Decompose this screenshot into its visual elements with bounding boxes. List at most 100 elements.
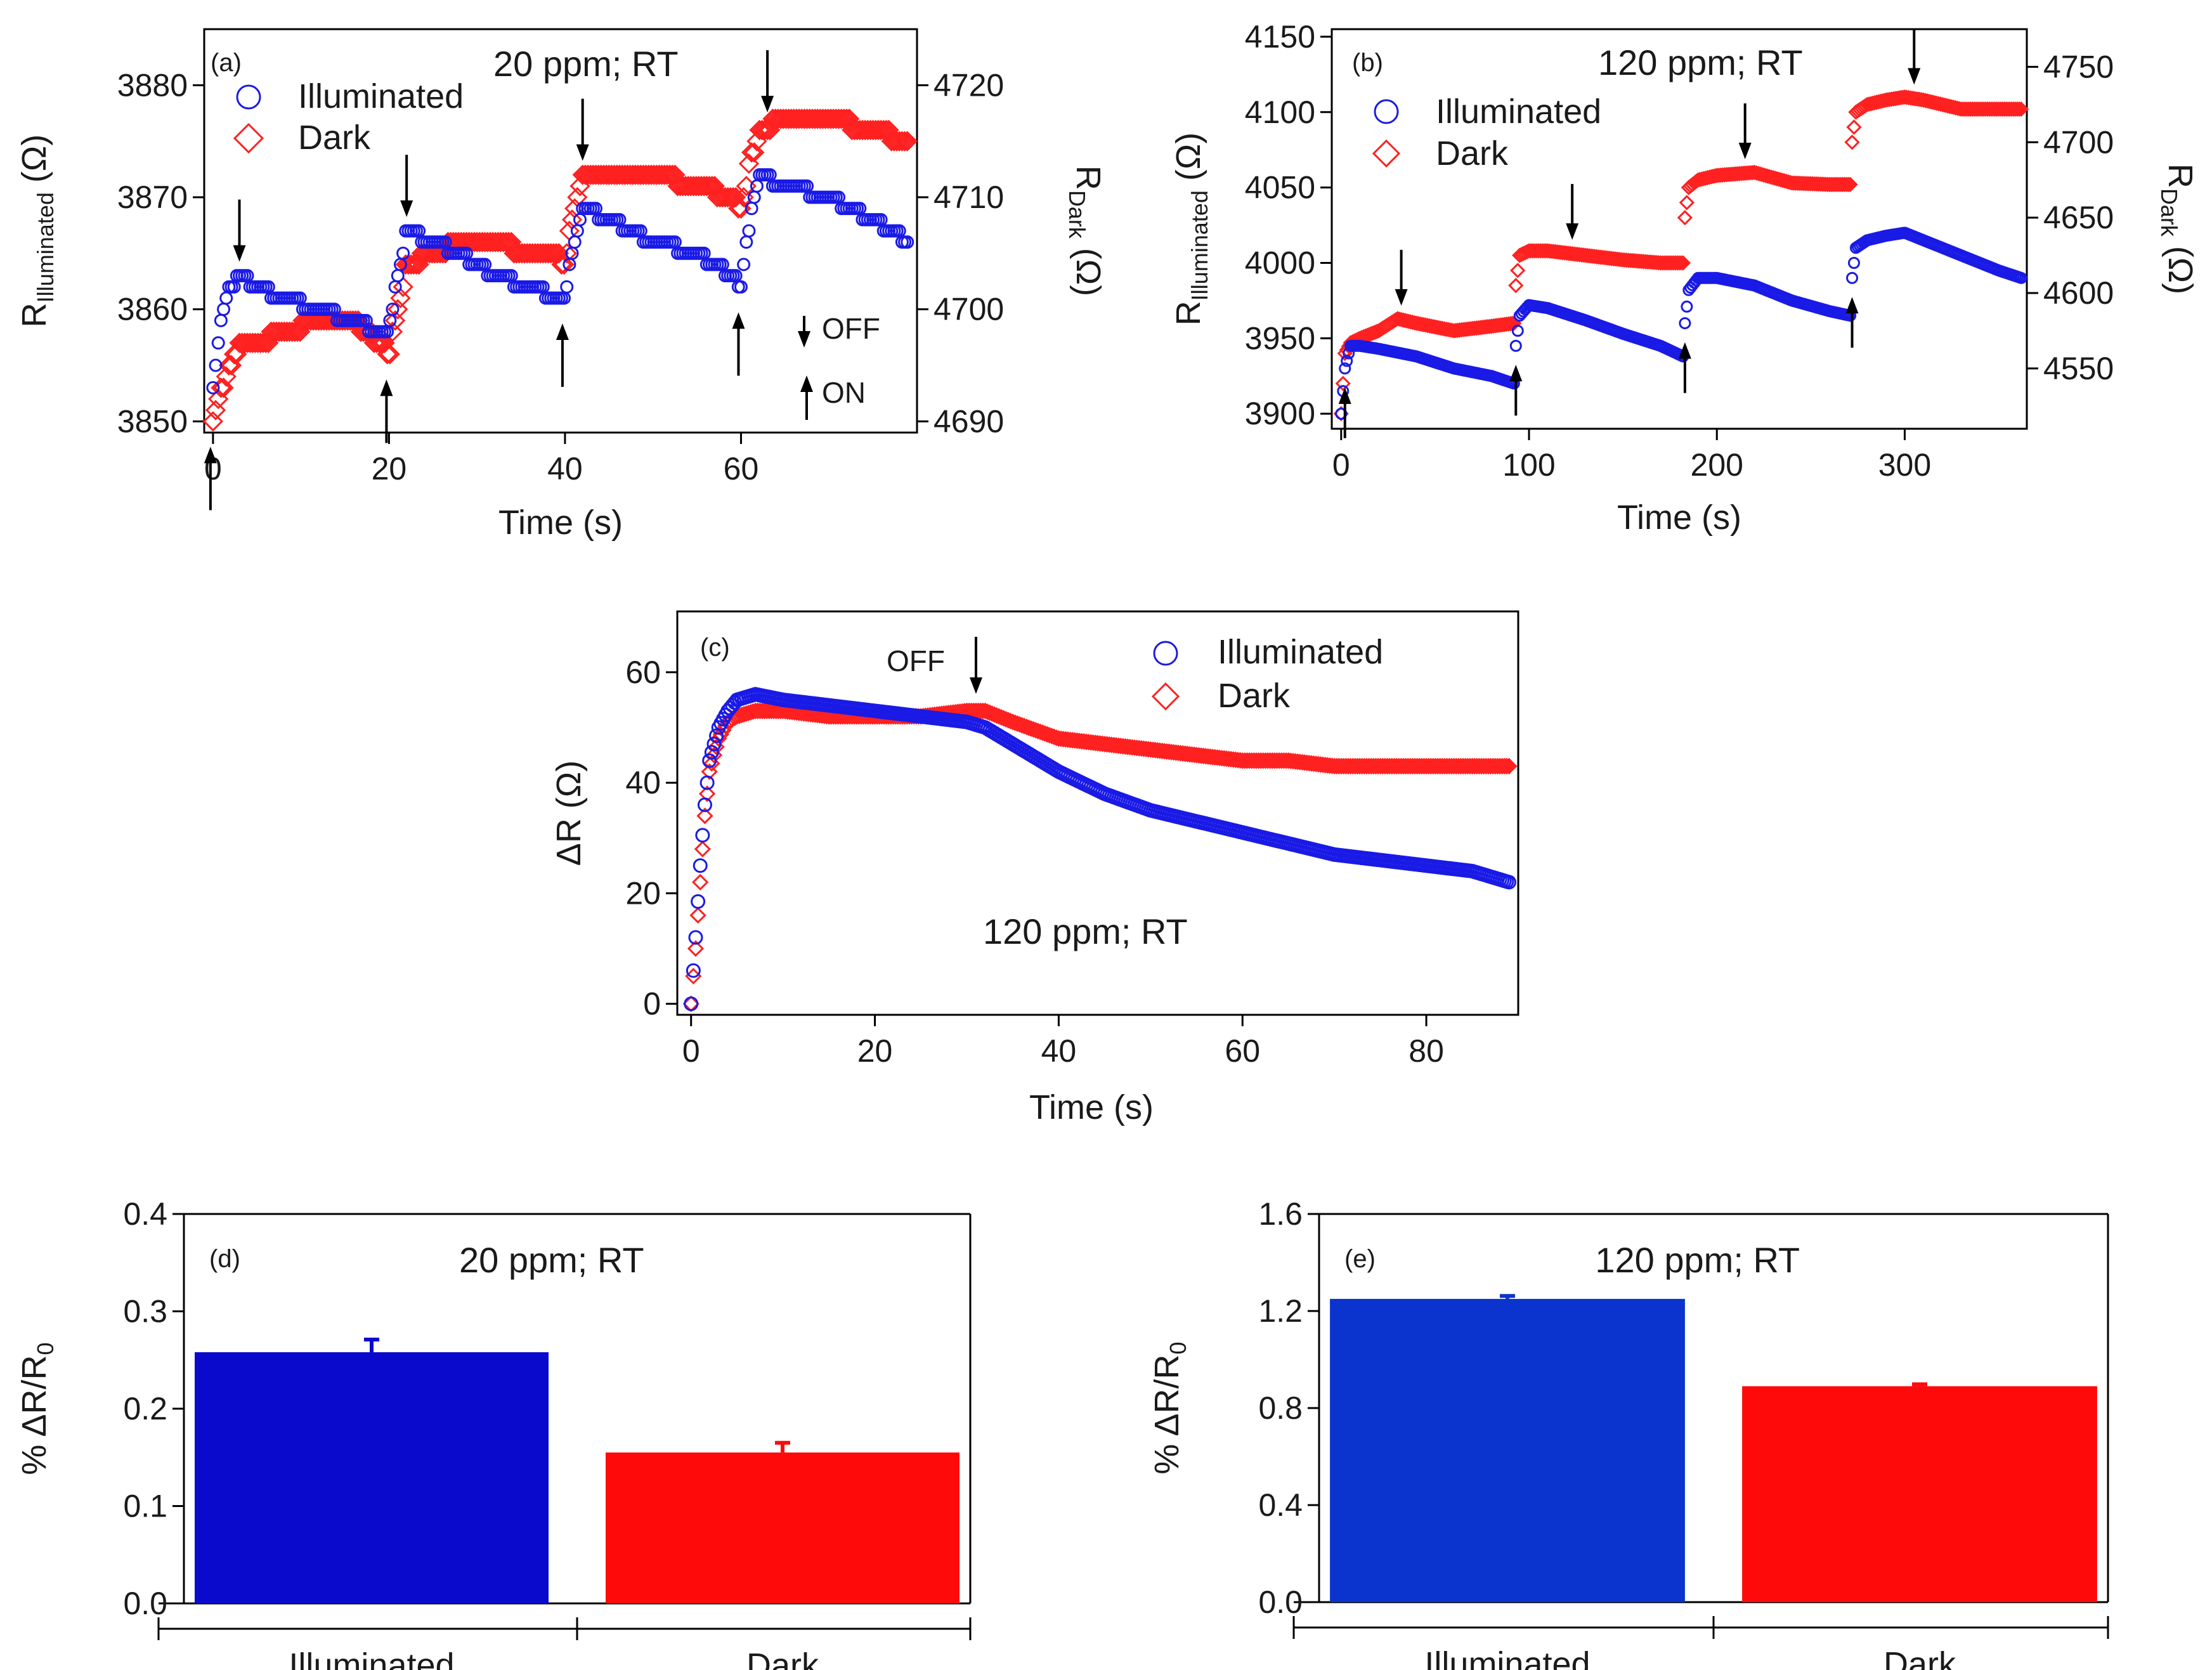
chart-d-ytick-label: 0.0 [123,1586,167,1621]
chart-a-ytick-label: 3870 [117,179,188,215]
chart-d-condition-label: 20 ppm; RT [459,1240,644,1280]
chart-a-illuminated-point [391,269,405,283]
chart-a-dark-point [205,400,226,421]
chart-b-illuminated-point [1339,362,1351,375]
chart-b-on-arrow-2 [1678,342,1691,393]
chart-b-legend-marker-illuminated [1374,99,1399,124]
chart-a-on-legend-arrow [800,375,813,420]
chart-a-dark-point [873,119,894,141]
chart-a-dark-point [366,332,387,353]
chart-c-off-arrow-head [969,677,982,694]
chart-b-off-arrow-3-head [1908,68,1921,85]
chart-a-dark-point [403,254,424,275]
chart-a-illuminated-point [214,313,228,327]
chart-b-ytick-right-label: 4600 [2043,275,2114,311]
chart-a-off-arrow-3 [761,50,774,113]
chart-a-dark-point [556,243,577,264]
chart-b-illuminated-point [1847,256,1860,269]
chart-b-ylabel-left: RIlluminated (Ω) [1169,133,1213,325]
chart-a-dark-point [495,232,517,252]
chart-a-illuminated-point [560,280,574,294]
chart-c-xtick-label: 60 [1225,1033,1260,1069]
chart-b-legend-dark: Dark [1436,134,1509,173]
chart-a-on-arrow-0 [204,447,217,511]
chart-a-illuminated-point [568,235,582,249]
chart-b-on-arrow-2-head [1678,342,1691,359]
chart-a-illuminated-point [211,336,225,350]
chart-a-off-label: OFF [822,312,880,345]
chart-b-dark-point [1677,210,1693,226]
chart-a-dark-point [831,108,852,129]
chart-c-dark-point [1498,757,1516,775]
chart-e-category-label: Illuminated [1424,1645,1590,1670]
chart-a-illuminated-point [734,280,748,294]
chart-a-on-arrow-2-head [556,323,569,340]
chart-e-ylabel: % ΔR/R0 [1148,1341,1191,1474]
chart-c-dark-point [1493,757,1511,775]
chart-a-ylabel-right: RDark (Ω) [1064,166,1107,296]
chart-a-ylabel-left: RIlluminated (Ω) [15,134,58,327]
chart-b-legend-marker-dark [1372,139,1401,168]
chart-c-illuminated-point [686,963,701,978]
chart-a-illuminated-point [750,179,764,193]
chart-a-off-arrow-1-head [400,200,413,217]
chart-a-illuminated-point [219,291,233,305]
chart-a-dark-point [696,176,717,197]
chart-b-panel-label: (b) [1352,49,1383,77]
chart-b-dark-point [1502,316,1518,332]
chart-b-off-arrow-0-head [1395,289,1408,306]
chart-b-dark-point [1838,176,1854,192]
chart-a-dark-point [384,310,406,331]
chart-a-off-legend-arrow [798,316,810,348]
chart-a-ytick-right-label: 4700 [934,292,1004,327]
chart-a-off-arrow-3-head [761,96,774,113]
chart-e-bar-dark [1742,1386,2097,1602]
chart-c-illuminated-point [684,996,699,1012]
chart-a-dark-point [870,119,892,141]
chart-c-dark-point [972,702,989,719]
chart-d-category-label: Illuminated [289,1647,454,1670]
chart-a-ytick-right-label: 4690 [934,403,1004,439]
chart-b-on-arrow-3-head [1845,297,1859,314]
chart-c-off-label: OFF [887,644,945,677]
chart-a-ytick-label: 3850 [117,403,188,439]
chart-b-dark-point [2010,101,2026,117]
chart-a-dark-point [543,243,564,264]
chart-b-xlabel: Time (s) [1617,499,1741,537]
chart-b-on-arrow-0 [1338,387,1351,438]
chart-b-off-arrow-1 [1566,184,1579,240]
chart-c-off-arrow [969,637,982,694]
chart-b-off-arrow-3 [1908,29,1921,85]
chart-c-xtick-label: 40 [1041,1033,1077,1069]
chart-b-illuminated-point [1846,271,1859,284]
chart-b-ytick-label: 4050 [1245,170,1315,205]
chart-b-illuminated-point [1335,407,1348,420]
chart-b-ytick-label: 4150 [1245,19,1315,55]
chart-c-ylabel: ΔR (Ω) [550,760,588,866]
chart-a-dark-point [390,287,411,309]
chart-b-dark-point [1335,375,1351,391]
chart-b-dark-point [1675,255,1691,271]
chart-b-ytick-label: 3900 [1245,396,1315,431]
chart-a-on-arrow-1-head [380,379,393,396]
chart-c-xlabel: Time (s) [1029,1088,1154,1126]
chart-a-illuminated-point [901,235,914,249]
chart-e-bar-illuminated [1330,1298,1685,1602]
chart-a-dark-point [754,119,776,141]
chart-a-xtick-label: 60 [724,451,759,486]
chart-b-illuminated-point [1511,324,1524,337]
chart-a-panel-label: (a) [211,49,242,77]
chart-b-xtick-label: 0 [1332,447,1350,483]
chart-c-legend-illuminated: Illuminated [1218,633,1383,671]
chart-a-ytick-right-label: 4710 [934,179,1004,215]
chart-b-off-arrow-1-head [1566,223,1579,240]
chart-b: 3900 3950 4000 4050 4100 4150 4550 4600 4650 4700… [1169,19,2199,537]
chart-c-condition-label: 120 ppm; RT [983,911,1188,951]
chart-a-dark-point [751,119,772,141]
chart-a-illuminated-point [209,358,223,372]
chart-b-illuminated-point [1681,300,1693,313]
chart-c-illuminated-point [697,797,712,812]
chart-a-xlabel: Time (s) [498,504,623,542]
chart-b-xtick-label: 200 [1691,447,1743,483]
chart-b-legend-illuminated: Illuminated [1436,93,1601,131]
